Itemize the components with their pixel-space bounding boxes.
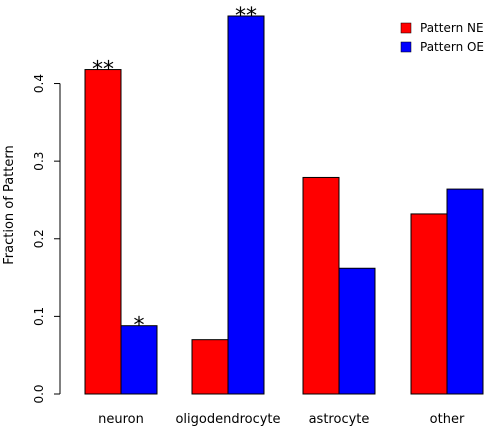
significance-mark: **: [92, 58, 114, 83]
legend-label: Pattern OE: [420, 40, 484, 54]
y-tick-label: 0.1: [32, 307, 46, 326]
category-label: neuron: [98, 412, 144, 427]
legend: Pattern NE Pattern OE: [400, 21, 484, 54]
bars: [84, 15, 484, 395]
bar-oe-astrocyte: [338, 267, 376, 395]
y-axis-title: Fraction of Pattern: [2, 145, 17, 264]
category-labels: neuron oligodendrocyte astrocyte other: [98, 412, 465, 427]
y-tick-label: 0.2: [32, 229, 46, 248]
category-label: other: [430, 412, 465, 427]
bar-ne-oligodendrocyte: [191, 339, 229, 395]
y-tick-label: 0.0: [32, 384, 46, 403]
bar-ne-neuron: [84, 69, 122, 395]
legend-swatch: [400, 41, 412, 53]
category-label: oligodendrocyte: [175, 412, 280, 427]
y-tick-label: 0.3: [32, 152, 46, 171]
significance-mark: **: [235, 4, 257, 29]
significance-mark: *: [134, 314, 145, 339]
category-label: astrocyte: [309, 412, 370, 427]
bar-oe-oligodendrocyte: [227, 15, 265, 395]
bar-ne-astrocyte: [302, 176, 340, 395]
legend-swatch: [400, 22, 412, 34]
y-axis: 0.0 0.1 0.2 0.3 0.4: [32, 74, 61, 404]
legend-label: Pattern NE: [420, 21, 484, 35]
y-tick-label: 0.4: [32, 74, 46, 93]
bar-oe-neuron: [120, 325, 158, 395]
significance-annotations: *****: [92, 4, 257, 339]
bar-ne-other: [410, 213, 448, 395]
bar-oe-other: [446, 188, 484, 395]
